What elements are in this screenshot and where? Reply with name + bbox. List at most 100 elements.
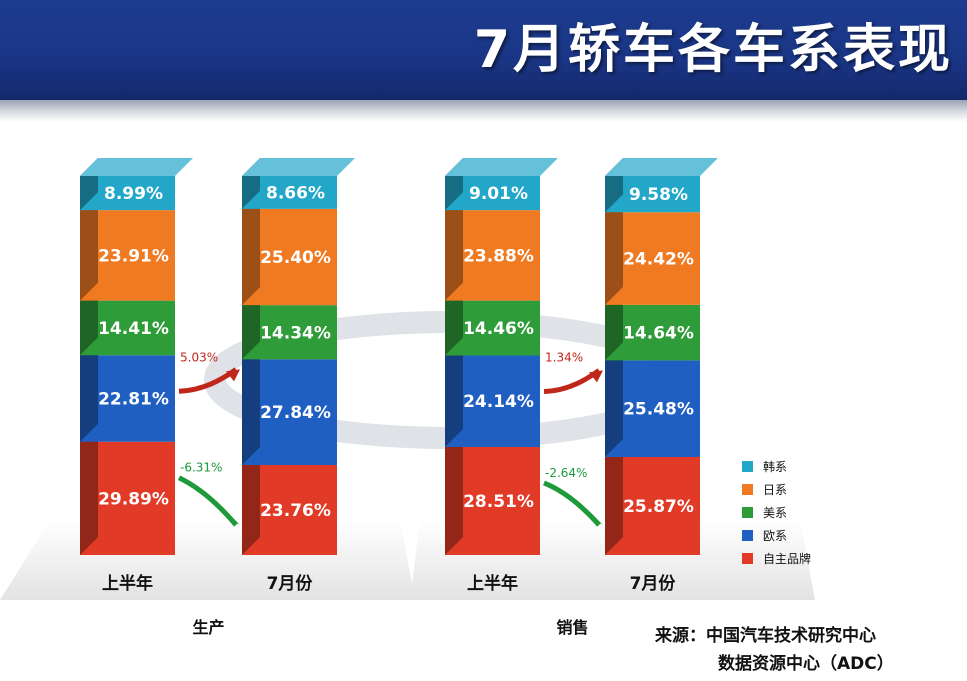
bar-front-face xyxy=(605,212,700,305)
bar-front-face xyxy=(80,355,175,442)
bar-front-face xyxy=(242,359,337,465)
arrow-head-icon xyxy=(589,511,603,525)
bar-front-face xyxy=(242,305,337,360)
bar-segment: 14.34% xyxy=(242,287,337,360)
data-label: 27.84% xyxy=(260,403,331,423)
bar-side-face xyxy=(80,337,98,442)
page-title: 7月轿车各车系表现 xyxy=(473,20,953,80)
bar-segment: 23.91% xyxy=(80,192,175,301)
bar-segment: 25.40% xyxy=(242,190,337,306)
bar-top-face xyxy=(445,158,558,176)
data-label: 28.51% xyxy=(463,492,534,512)
source-line-1: 来源：中国汽车技术研究中心 xyxy=(654,625,876,646)
bar-front-face xyxy=(605,176,700,213)
bar-segment: 28.51% xyxy=(445,428,540,555)
bar-side-face xyxy=(605,342,623,457)
legend-swatch xyxy=(742,484,753,495)
source-line-2: 数据资源中心（ADC） xyxy=(718,653,894,674)
change-label: -6.31% xyxy=(180,461,222,475)
data-label: 23.76% xyxy=(260,501,331,521)
title-banner xyxy=(0,0,967,100)
change-down: -6.31% xyxy=(177,461,240,527)
data-label: 25.87% xyxy=(623,497,694,517)
data-label: 29.89% xyxy=(98,489,169,509)
bar-front-face xyxy=(80,176,175,211)
bar-side-face xyxy=(80,192,98,301)
bar-side-face xyxy=(242,287,260,360)
banner-shadow xyxy=(0,100,967,122)
bar-segment: 24.14% xyxy=(445,337,540,447)
bar-front-face xyxy=(80,441,175,555)
change-label: 1.34% xyxy=(545,350,583,364)
bar-side-face xyxy=(80,423,98,555)
data-label: 23.91% xyxy=(98,246,169,266)
legend-item: 欧系 xyxy=(742,529,787,543)
bar-side-face xyxy=(242,446,260,555)
bar-segment: 23.76% xyxy=(242,446,337,555)
group-label: 销售 xyxy=(556,618,588,637)
bar-front-face xyxy=(445,446,540,555)
bar-front-face xyxy=(445,300,540,356)
data-label: 25.48% xyxy=(623,400,694,420)
bar-side-face xyxy=(605,286,623,361)
bar-front-face xyxy=(445,210,540,301)
floor-left xyxy=(0,520,415,600)
bar-front-face xyxy=(445,355,540,447)
bar-front-face xyxy=(80,210,175,301)
bar-side-face xyxy=(605,194,623,305)
arrow-head-icon xyxy=(226,369,240,382)
change-up: 5.03% xyxy=(178,350,240,394)
category-label: 上半年 xyxy=(467,573,518,594)
bar-side-face xyxy=(445,282,463,356)
data-label: 23.88% xyxy=(463,246,534,266)
category-label: 7月份 xyxy=(267,573,314,594)
bar-front-face xyxy=(80,300,175,356)
category-label: 上半年 xyxy=(102,573,153,594)
bar-segment: 22.81% xyxy=(80,337,175,442)
change-down: -2.64% xyxy=(543,466,603,527)
data-label: 9.01% xyxy=(469,184,528,204)
data-label: 14.41% xyxy=(98,319,169,339)
bar-side-face xyxy=(445,337,463,447)
data-label: 14.34% xyxy=(260,323,331,343)
bar-front-face xyxy=(242,208,337,306)
bar-segment: 9.01% xyxy=(445,158,558,211)
bar-segment: 8.99% xyxy=(80,158,193,211)
bar-top-face xyxy=(605,158,718,176)
data-label: 24.14% xyxy=(463,392,534,412)
change-up: 1.34% xyxy=(543,350,603,394)
bar-front-face xyxy=(605,456,700,555)
bar-front-face xyxy=(605,304,700,361)
legend-label: 自主品牌 xyxy=(763,552,811,566)
bar-side-face xyxy=(242,341,260,465)
bar-top-face xyxy=(80,158,193,176)
bar-side-face xyxy=(605,438,623,555)
legend-label: 欧系 xyxy=(763,529,787,543)
change-arrow xyxy=(177,475,238,527)
legend-item: 韩系 xyxy=(742,459,787,474)
bar-segment: 14.46% xyxy=(445,282,540,356)
bar-front-face xyxy=(242,464,337,555)
bar-top-face xyxy=(242,158,355,176)
legend-item: 美系 xyxy=(742,506,787,520)
data-label: 9.58% xyxy=(629,185,688,205)
data-label: 24.42% xyxy=(623,250,694,270)
bar-side-face xyxy=(80,282,98,356)
data-label: 14.46% xyxy=(463,319,534,339)
arrow-head-icon xyxy=(589,370,603,383)
data-label: 22.81% xyxy=(98,390,169,410)
legend-label: 韩系 xyxy=(763,459,787,474)
legend-label: 美系 xyxy=(763,506,787,520)
bar-segment: 14.41% xyxy=(80,282,175,356)
bar-segment: 23.88% xyxy=(445,192,540,301)
bar-segment: 24.42% xyxy=(605,194,700,305)
bar-side-face xyxy=(445,428,463,555)
legend-swatch xyxy=(742,530,753,541)
data-label: 8.99% xyxy=(104,184,163,204)
change-arrow xyxy=(543,480,601,527)
category-label: 7月份 xyxy=(630,573,677,594)
bar-front-face xyxy=(242,176,337,209)
legend-item: 自主品牌 xyxy=(742,552,811,566)
change-label: -2.64% xyxy=(545,466,587,480)
